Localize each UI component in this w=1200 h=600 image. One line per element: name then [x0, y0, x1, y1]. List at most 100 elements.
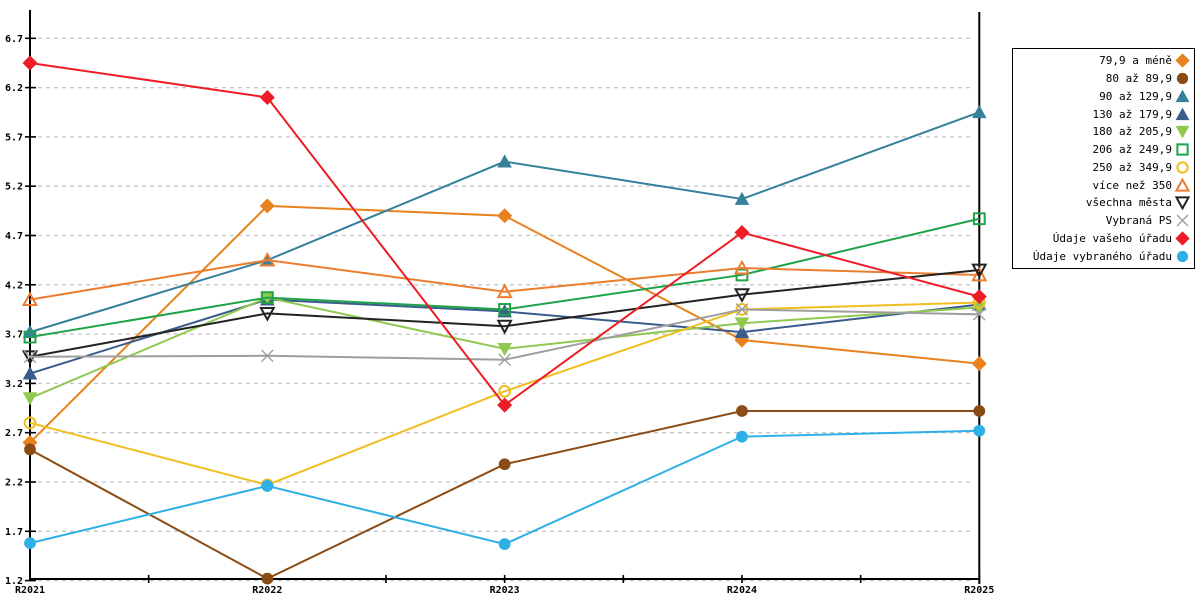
marker-diamond [971, 289, 987, 305]
legend-label: Údaje vašeho úřadu [1052, 231, 1172, 245]
legend-marker-triangle-down [1175, 126, 1190, 139]
legend-marker-triangle-up [1175, 177, 1190, 192]
legend-item: 250 až 349,9 [1017, 160, 1190, 175]
legend-marker-diamond [1175, 53, 1190, 69]
series-line-8 [29, 269, 980, 358]
legend-label: 206 až 249,9 [1092, 143, 1172, 157]
x-tick-label: R2021 [15, 585, 45, 596]
x-tick-label: R2022 [252, 585, 282, 596]
y-tick-label: 2.7 [5, 428, 23, 439]
legend-marker-diamond [1175, 231, 1190, 246]
marker-triangle-up [1175, 107, 1190, 120]
marker-triangle-up [259, 251, 276, 267]
legend-marker-circle [1176, 250, 1189, 262]
marker-triangle-down [22, 392, 38, 406]
legend-label: 80 až 89,9 [1105, 72, 1172, 86]
marker-x [735, 303, 749, 316]
legend-label: 79,9 a méně [1099, 54, 1172, 68]
marker-triangle-up [971, 266, 988, 282]
legend-marker-triangle-up [1175, 107, 1190, 120]
marker-circle [973, 424, 986, 437]
legend-label: 130 až 179,9 [1092, 107, 1172, 121]
marker-circle [973, 405, 986, 417]
legend-item: 206 až 249,9 [1017, 142, 1190, 157]
marker-triangle-down [1175, 196, 1190, 211]
marker-diamond [22, 55, 38, 71]
legend-label: 180 až 205,9 [1092, 125, 1172, 139]
marker-circle [1176, 161, 1189, 174]
marker-diamond [259, 198, 275, 214]
marker-square [23, 330, 37, 344]
marker-circle [24, 537, 36, 550]
marker-circle [261, 480, 274, 492]
legend-label: více než 350 [1092, 178, 1172, 192]
marker-square [972, 212, 986, 226]
legend-item: Vybraná PS [1017, 213, 1190, 228]
legend-marker-square [1176, 143, 1189, 156]
y-tick-label: 3.7 [5, 330, 23, 341]
marker-x [23, 350, 37, 364]
y-tick-label: 5.2 [5, 182, 23, 193]
x-tick-label: R2023 [490, 585, 520, 596]
legend-item: 80 až 89,9 [1017, 71, 1190, 86]
marker-circle [498, 538, 511, 551]
y-tick-label: 1.2 [5, 576, 23, 587]
marker-x [973, 308, 986, 321]
x-tick-label: R2025 [964, 585, 994, 596]
marker-circle [498, 384, 512, 398]
legend-item: všechna města [1017, 195, 1190, 211]
marker-triangle-up [733, 259, 751, 275]
marker-triangle-down [733, 288, 751, 303]
legend-label: Údaje vybraného úřadu [1032, 249, 1172, 263]
marker-triangle-up [734, 191, 750, 205]
legend-label: všechna města [1085, 196, 1172, 210]
marker-triangle-down [497, 342, 512, 357]
marker-triangle-up [1175, 89, 1190, 103]
marker-triangle-up [22, 366, 38, 380]
series-line-5 [29, 217, 980, 339]
y-tick-label: 4.7 [5, 231, 23, 242]
marker-triangle-up [496, 283, 513, 299]
marker-circle [498, 458, 511, 471]
legend-label: Vybraná PS [1105, 214, 1172, 228]
marker-circle [24, 443, 36, 456]
marker-triangle-down [259, 306, 276, 322]
marker-triangle-up [497, 154, 512, 168]
marker-triangle-up [972, 105, 987, 119]
marker-triangle-up [734, 324, 750, 339]
y-tick-label: 6.7 [5, 34, 23, 45]
marker-circle [1176, 72, 1189, 85]
marker-circle [23, 416, 37, 430]
legend-item: Údaje vybraného úřadu [1017, 249, 1190, 264]
series-line-6 [29, 301, 980, 487]
y-tick-label: 2.2 [5, 478, 23, 489]
marker-triangle-down [496, 319, 513, 335]
y-tick-label: 1.7 [5, 527, 23, 538]
marker-circle [261, 572, 274, 585]
legend-item: 79,9 a méně [1017, 53, 1190, 69]
legend-marker-circle [1176, 161, 1189, 174]
legend-marker-x [1176, 214, 1189, 227]
marker-square [260, 291, 274, 305]
legend-item: více než 350 [1017, 177, 1190, 193]
marker-x [261, 349, 274, 363]
marker-circle [736, 430, 748, 443]
marker-triangle-down [971, 263, 988, 279]
x-tick-label: R2024 [727, 585, 757, 596]
marker-circle [1176, 250, 1189, 262]
legend-item: 180 až 205,9 [1017, 124, 1190, 139]
legend-item: 130 až 179,9 [1017, 107, 1190, 122]
y-tick-label: 5.7 [5, 132, 23, 143]
marker-x [498, 353, 511, 367]
marker-triangle-down [734, 317, 750, 331]
marker-circle [736, 405, 748, 417]
marker-diamond [734, 225, 750, 241]
legend: 79,9 a méně 80 až 89,9 90 až 129,9 130 až 1… [1012, 48, 1195, 269]
marker-triangle-up [21, 291, 39, 306]
series-line-1 [29, 410, 980, 580]
marker-diamond [1175, 231, 1190, 246]
y-tick-label: 6.2 [5, 83, 23, 94]
marker-x [1176, 214, 1189, 227]
